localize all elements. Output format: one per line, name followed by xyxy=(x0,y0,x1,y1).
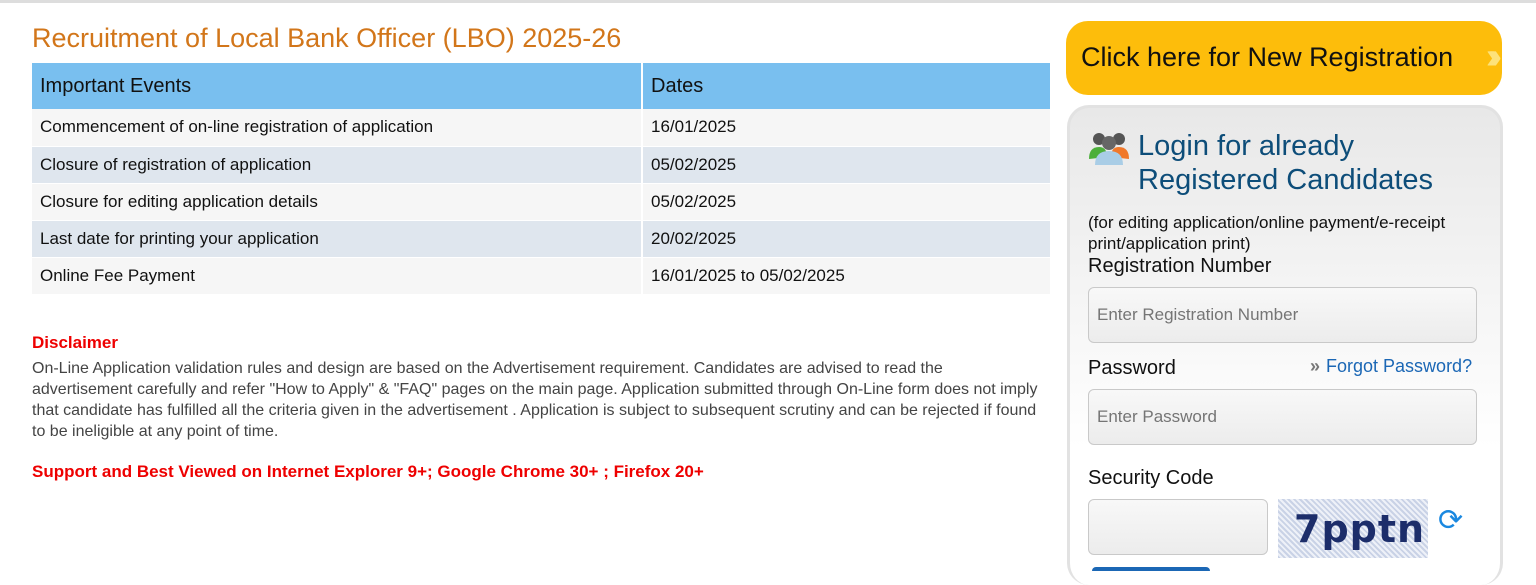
event-cell: Last date for printing your application xyxy=(32,220,643,258)
registration-number-label: Registration Number xyxy=(1088,255,1272,277)
disclaimer-text: On-Line Application validation rules and… xyxy=(32,360,1038,440)
event-cell: Closure for editing application details xyxy=(32,183,643,221)
date-cell: 05/02/2025 xyxy=(642,183,1052,221)
registration-number-input[interactable] xyxy=(1088,287,1477,343)
table-row: Closure of registration of application 05… xyxy=(32,146,1052,184)
table-row: Closure for editing application details 0… xyxy=(32,183,1052,221)
column-header-events: Important Events xyxy=(32,63,643,109)
login-heading: Login for already Registered Candidates xyxy=(1138,129,1433,197)
page-title: Recruitment of Local Bank Officer (LBO) … xyxy=(32,23,622,53)
browser-support-note: Support and Best Viewed on Internet Expl… xyxy=(32,462,704,481)
password-input[interactable] xyxy=(1088,389,1477,445)
refresh-captcha-icon[interactable]: ⟳ xyxy=(1438,504,1464,537)
column-header-dates: Dates xyxy=(642,63,1052,109)
login-button[interactable] xyxy=(1092,567,1210,571)
table-row: Commencement of on-line registration of … xyxy=(32,109,1052,147)
date-cell: 16/01/2025 to 05/02/2025 xyxy=(642,257,1052,295)
security-code-label: Security Code xyxy=(1088,467,1214,489)
important-events-table: Important Events Dates Commencement of o… xyxy=(32,63,1052,295)
captcha-image: 7pptn xyxy=(1278,499,1428,558)
double-chevron-right-icon: ››› xyxy=(1486,35,1502,76)
login-note: (for editing application/online payment/… xyxy=(1088,213,1446,253)
password-label: Password xyxy=(1088,357,1176,379)
forgot-password-link[interactable]: » Forgot Password? xyxy=(1310,356,1472,377)
event-cell: Closure of registration of application xyxy=(32,146,643,184)
double-chevron-icon: » xyxy=(1310,356,1321,376)
new-registration-button[interactable]: Click here for New Registration ››› xyxy=(1066,21,1502,95)
date-cell: 05/02/2025 xyxy=(642,146,1052,184)
event-cell: Commencement of on-line registration of … xyxy=(32,109,643,147)
table-row: Last date for printing your application 2… xyxy=(32,220,1052,258)
disclaimer-heading: Disclaimer xyxy=(32,333,118,352)
event-cell: Online Fee Payment xyxy=(32,257,643,295)
table-row: Online Fee Payment 16/01/2025 to 05/02/20… xyxy=(32,257,1052,295)
date-cell: 16/01/2025 xyxy=(642,109,1052,147)
users-icon xyxy=(1089,133,1129,165)
login-heading-line2: Registered Candidates xyxy=(1138,164,1434,196)
forgot-password-label: Forgot Password? xyxy=(1326,356,1473,376)
login-heading-line1: Login for already xyxy=(1138,130,1355,162)
new-registration-label: Click here for New Registration xyxy=(1081,42,1454,72)
table-header-row: Important Events Dates xyxy=(32,63,1052,109)
security-code-input[interactable] xyxy=(1088,499,1268,555)
date-cell: 20/02/2025 xyxy=(642,220,1052,258)
